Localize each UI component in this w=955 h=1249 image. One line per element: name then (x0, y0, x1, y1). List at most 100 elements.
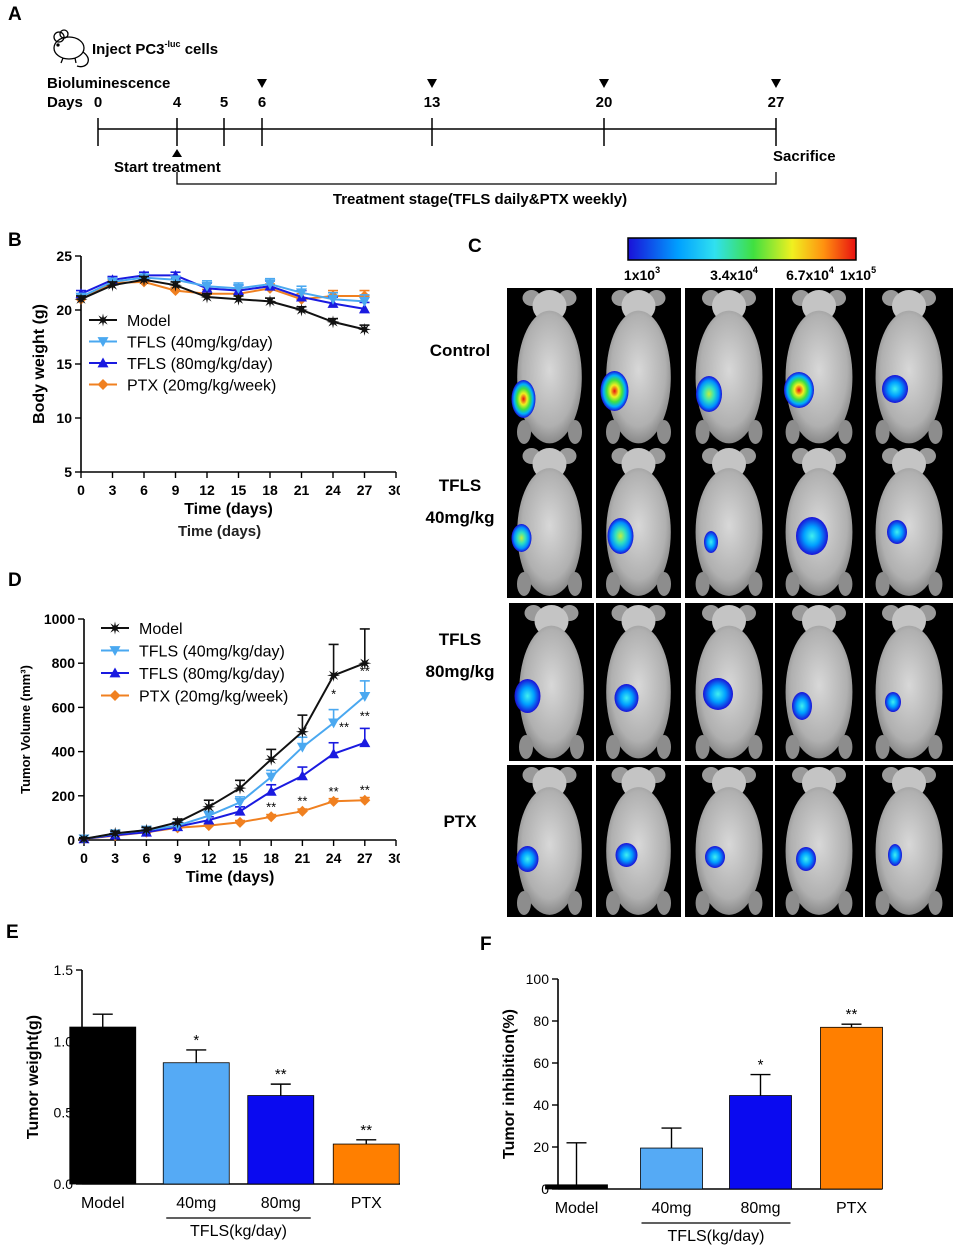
series-tfls (78, 727, 371, 844)
tumor-signal (885, 692, 901, 712)
mouse-leg (695, 735, 710, 759)
significance-mark: ** (297, 794, 307, 809)
x-tick-label: 18 (263, 850, 279, 866)
tumor-signal (888, 844, 902, 866)
data-point (233, 284, 244, 294)
y-tick-label: 15 (56, 356, 72, 372)
significance-mark: * (331, 687, 336, 702)
treatment-timeline: A Inject PC3-luc cells Bioluminescence D… (8, 4, 836, 208)
data-point (295, 303, 308, 317)
start-treatment-arrow (172, 149, 182, 157)
x-tick-label: 18 (262, 482, 278, 498)
mouse-body (785, 625, 853, 759)
significance-mark: ** (846, 1006, 858, 1023)
x-axis-label: Time (days) (184, 501, 273, 518)
mouse-body (606, 625, 671, 759)
timeline-day-label: 0 (94, 94, 102, 111)
data-point (265, 785, 277, 796)
tumor-signal (882, 375, 908, 403)
mouse-image (865, 288, 953, 446)
y-tick-label: 0.0 (54, 1176, 74, 1192)
x-tick-label: 15 (231, 482, 247, 498)
mouse-leg (748, 420, 763, 444)
mouse-image (507, 765, 592, 917)
colorbar-label: 3.4x104 (710, 265, 758, 283)
significance-mark: ** (360, 663, 370, 678)
data-point (106, 278, 119, 292)
x-tick-label: 24 (326, 850, 342, 866)
tumor-signal (511, 524, 532, 552)
x-tick-label: 6 (143, 850, 151, 866)
x-axis-label: Time (days) (186, 869, 275, 886)
data-point (109, 690, 121, 701)
bioluminescence-marker (427, 79, 437, 88)
tumor-signal (514, 679, 541, 713)
data-point (96, 313, 110, 327)
mouse-leg (838, 572, 853, 596)
x-tick-label: 21 (295, 850, 311, 866)
mouse-image (685, 603, 773, 761)
mouse-body (695, 787, 763, 915)
legend-label: PTX (20mg/kg/week) (127, 378, 276, 395)
data-point (296, 770, 308, 781)
bar-80mg (247, 1095, 315, 1185)
mouse-body (875, 787, 943, 915)
mouse-leg (657, 735, 671, 759)
mouse-leg (838, 891, 853, 915)
mouse-image (507, 288, 592, 446)
data-point (359, 737, 371, 748)
mouse-image (685, 446, 773, 598)
tumor-weight-bar-chart: E 0.0 0.5 1.0 1.5 Tumor weight(g) Model * 40mg **… (6, 922, 400, 1240)
legend-label: TFLS (80mg/kg/day) (139, 666, 285, 683)
data-point (359, 794, 371, 806)
x-tick-label: 9 (172, 482, 180, 498)
data-point (296, 805, 308, 817)
category-label: Model (555, 1200, 599, 1217)
data-point (296, 288, 307, 299)
legend-label: TFLS (40mg/kg/day) (127, 335, 273, 352)
sacrifice-label: Sacrifice (773, 148, 836, 165)
bioluminescence-marker (599, 79, 609, 88)
y-tick-label: 800 (52, 655, 76, 671)
significance-mark: ** (339, 720, 349, 735)
series-line (80, 274, 365, 310)
mouse-leg (785, 572, 800, 596)
y-tick-label: 400 (52, 744, 76, 760)
data-point (233, 781, 247, 795)
mouse-body (606, 310, 671, 444)
colorbar-label: 6.7x104 (786, 265, 834, 283)
series-ptx (78, 794, 371, 845)
mouse-leg (748, 572, 763, 596)
y-tick-label: 20 (56, 302, 72, 318)
data-point (358, 656, 372, 670)
mouse-leg (606, 420, 620, 444)
bar-40mg (640, 1147, 703, 1190)
panel-letter-f: F (480, 934, 492, 955)
timeline-day-label: 13 (424, 94, 441, 111)
colorbar-label: 1x103 (624, 265, 660, 283)
category-label: PTX (351, 1195, 382, 1212)
data-point (169, 278, 182, 292)
tumor-signal (600, 371, 629, 411)
bar-model (545, 1184, 608, 1190)
mouse-leg (748, 891, 763, 915)
data-point (328, 795, 340, 807)
panel-letter-e: E (6, 922, 19, 943)
y-tick-label: 60 (533, 1055, 549, 1071)
tumor-signal (887, 520, 907, 544)
body-weight-chart: B 5 10 15 20 25 0 3 6 9 12 15 18 21 24 27 30 Time (days) B… (8, 230, 400, 518)
mouse-leg (606, 572, 620, 596)
panel-letter-a: A (8, 4, 22, 25)
category-label: 80mg (740, 1200, 780, 1217)
data-point (97, 379, 109, 390)
data-point (109, 646, 121, 656)
x-tick-label: 6 (140, 482, 148, 498)
data-point (202, 800, 216, 814)
tumor-signal (516, 846, 539, 872)
significance-mark: ** (266, 799, 276, 814)
mouse-leg (928, 420, 943, 444)
x-tick-label: 3 (109, 482, 117, 498)
mouse-body (695, 468, 763, 596)
row-label: 40mg/kg (426, 508, 495, 527)
data-point (108, 621, 122, 635)
